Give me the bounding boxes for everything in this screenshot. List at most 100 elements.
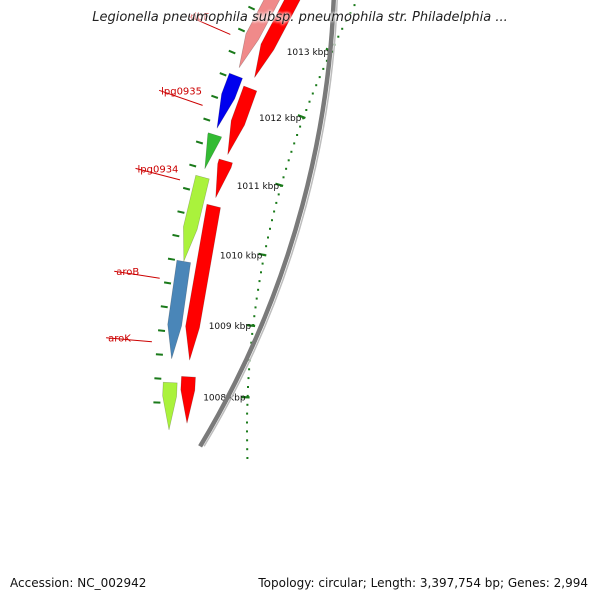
scale-dot	[311, 92, 314, 95]
scale-dot	[282, 176, 285, 179]
scale-dot	[255, 297, 258, 300]
scale-dot	[269, 227, 271, 230]
scale-dot	[248, 368, 251, 371]
gene-arrow	[254, 0, 301, 78]
scale-dot	[260, 271, 262, 274]
major-tick-label: 1012 kbp	[259, 114, 302, 124]
inner-tick	[177, 210, 185, 214]
scale-dot	[345, 19, 348, 22]
major-tick-label: 1008 kbp	[203, 393, 246, 403]
gene-label-aroK: aroK	[108, 334, 131, 345]
scale-dot	[293, 142, 296, 145]
inner-tick	[219, 72, 227, 77]
inner-tick	[189, 163, 197, 168]
scale-dot	[275, 201, 278, 204]
scale-dot	[246, 430, 248, 433]
major-tick-label: 1010 kbp	[220, 251, 263, 261]
scale-dot	[322, 67, 325, 70]
gene-label-lines: aroK aroB lpg0934 lpg0935 ribF	[106, 12, 231, 345]
scale-dot	[253, 315, 256, 318]
inner-tick	[167, 257, 176, 261]
major-tick	[258, 252, 267, 257]
summary-label: Topology: circular; Length: 3,397,754 bp…	[256, 576, 590, 590]
gene-arrow	[227, 85, 258, 155]
accession-label: Accession: NC_002942	[8, 576, 149, 590]
aroB-gene-arrow	[167, 259, 191, 359]
lpg0935-gene-arrow	[204, 132, 222, 170]
major-tick-label: 1009 kbp	[209, 322, 252, 332]
inner-tick	[155, 353, 163, 356]
gene-arrow	[180, 376, 196, 424]
inner-tick	[211, 94, 219, 99]
gene-label-aroB: aroB	[116, 267, 139, 278]
scale-dot	[247, 386, 249, 388]
inner-tick	[195, 140, 204, 145]
lpg0934-gene-arrow	[183, 174, 210, 262]
scale-dot	[290, 150, 293, 153]
major-tick-label: 1011 kbp	[237, 182, 280, 192]
gene-arrow	[238, 0, 280, 68]
gene-features	[162, 0, 301, 431]
scale-dot	[287, 159, 290, 162]
scale-dot	[254, 306, 257, 309]
inner-tick	[247, 5, 256, 11]
scale-dot	[296, 134, 299, 136]
inner-tick	[182, 186, 191, 191]
scale-dot	[246, 412, 249, 415]
minor-tick-dots	[246, 4, 356, 459]
major-tick	[297, 114, 306, 120]
scale-dot	[318, 76, 321, 79]
scale-dot	[251, 332, 254, 335]
major-tick	[246, 324, 256, 328]
scale-dot	[305, 109, 308, 111]
backbone-line	[198, 0, 336, 448]
scale-dot	[308, 100, 311, 103]
scale-dot	[250, 341, 253, 344]
backbone	[198, 0, 338, 448]
scale-dot	[273, 210, 276, 213]
inner-ticks	[153, 5, 256, 404]
gene-label-lpg0934: lpg0934	[138, 164, 179, 175]
map-title: Legionella pneumophila subsp. pneumophil…	[92, 10, 508, 25]
scale-dot	[257, 288, 260, 291]
major-tick-label: 1013 kbp	[287, 48, 330, 58]
scale-dot	[277, 193, 280, 196]
major-tick	[275, 182, 284, 187]
scale-dot	[349, 12, 352, 14]
scale-dot	[353, 4, 356, 7]
scale-dot	[299, 125, 302, 128]
scale-dot	[267, 236, 269, 239]
inner-tick	[228, 49, 236, 55]
gene-label-ribF: ribF	[190, 12, 209, 23]
scale-dot	[337, 35, 340, 38]
major-ticks: 1008 kbp 1009 kbp 1010 kbp 1011 kbp 1012 kbp…	[203, 47, 334, 403]
scale-dot	[341, 27, 344, 30]
scale-dot	[246, 421, 248, 424]
gene-leader-line	[106, 337, 152, 343]
scale-dot	[285, 167, 288, 170]
inner-tick	[157, 329, 166, 332]
scale-dot	[246, 403, 249, 406]
gene-leader-line	[135, 167, 181, 181]
gene-label-lpg0935: lpg0935	[161, 86, 202, 97]
scale-dot	[246, 439, 249, 442]
ribF-gene-arrow	[216, 72, 243, 129]
scale-dot	[247, 377, 250, 380]
inner-tick	[163, 281, 172, 285]
gene-leader-line	[158, 89, 203, 106]
gene-arrow	[185, 203, 221, 361]
scale-dot	[261, 262, 264, 265]
backbone-highlight	[203, 0, 338, 447]
scale-dot	[246, 457, 249, 459]
scale-dot	[315, 84, 318, 87]
inner-tick	[237, 27, 246, 33]
gene-leader-line	[114, 270, 160, 279]
inner-tick	[172, 233, 180, 238]
scale-dot	[246, 448, 249, 451]
scale-dot	[265, 245, 268, 248]
scale-dot	[271, 219, 273, 222]
scale-dot	[325, 59, 328, 62]
scale-dot	[258, 280, 261, 283]
inner-tick	[160, 305, 168, 309]
